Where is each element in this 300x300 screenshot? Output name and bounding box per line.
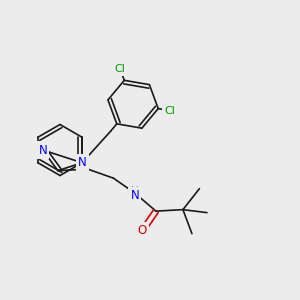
Text: Cl: Cl <box>165 106 176 116</box>
Text: N: N <box>78 156 86 169</box>
Text: Cl: Cl <box>115 64 126 74</box>
Text: N: N <box>130 189 139 202</box>
Text: O: O <box>138 224 147 237</box>
Text: H: H <box>131 186 139 196</box>
Text: N: N <box>38 143 47 157</box>
